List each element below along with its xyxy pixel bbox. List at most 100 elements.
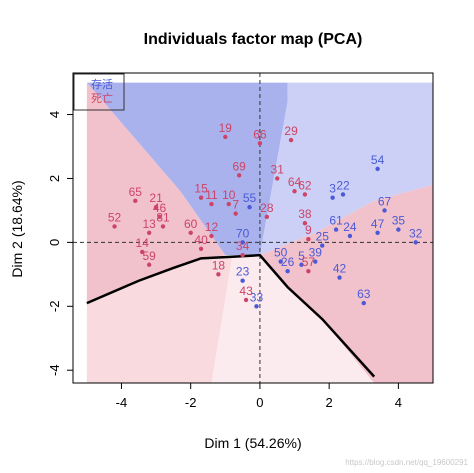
point-marker	[340, 192, 346, 197]
point-label: 24	[343, 220, 357, 234]
point-marker	[216, 272, 221, 277]
point-marker	[153, 205, 159, 210]
point-marker	[264, 214, 270, 220]
point-marker	[240, 240, 245, 245]
point-label: 61	[329, 214, 343, 228]
point-marker	[140, 249, 145, 255]
point-marker	[198, 246, 204, 251]
point-marker	[240, 278, 245, 283]
point-marker	[285, 268, 290, 274]
point-label: 32	[409, 226, 423, 240]
point-marker	[247, 205, 252, 210]
point-label: 55	[243, 191, 257, 205]
point-label: 40	[194, 233, 208, 247]
point-marker	[198, 195, 204, 200]
point-marker	[226, 201, 231, 207]
point-marker	[243, 297, 249, 303]
y-tick-label: -4	[47, 364, 62, 376]
point-label: 11	[205, 188, 218, 202]
point-marker	[209, 233, 214, 239]
point-marker	[146, 230, 152, 235]
point-label: 33	[250, 290, 264, 304]
x-tick-label: -4	[116, 395, 128, 410]
x-tick-label: 4	[395, 395, 402, 410]
watermark: https://blog.csdn.net/qq_19600291	[345, 458, 468, 467]
point-marker	[382, 208, 387, 213]
point-label: 43	[239, 284, 253, 298]
x-tick-label: -2	[185, 395, 197, 410]
point-label: 50	[274, 246, 288, 260]
reference-lines	[73, 73, 433, 383]
point-label: 3	[329, 182, 336, 196]
point-marker	[236, 173, 242, 178]
point-marker	[302, 221, 308, 226]
point-marker	[320, 243, 325, 248]
point-label: 57	[302, 255, 316, 269]
point-marker	[209, 201, 214, 207]
point-marker	[240, 252, 245, 258]
point-marker	[375, 230, 380, 235]
y-tick-label: 0	[47, 239, 62, 246]
point-label: 9	[305, 223, 312, 237]
point-label: 22	[336, 178, 350, 192]
point-marker	[257, 141, 263, 146]
point-label: 47	[371, 217, 385, 231]
point-label: 63	[357, 287, 371, 301]
point-marker	[302, 192, 308, 197]
point-label: 62	[298, 178, 312, 192]
decision-boundary	[86, 253, 376, 378]
point-label: 54	[371, 153, 385, 167]
chart-title: Individuals factor map (PCA)	[144, 31, 363, 48]
point-label: 46	[153, 201, 167, 215]
point-marker	[337, 275, 342, 280]
point-label: 28	[260, 201, 274, 215]
point-marker	[133, 198, 138, 204]
point-label: 18	[212, 258, 226, 272]
legend-box	[73, 73, 125, 111]
point-label: 29	[284, 124, 298, 138]
decision-boundary-line	[86, 253, 376, 378]
point-label: 14	[136, 236, 150, 250]
point-label: 38	[298, 207, 312, 221]
point-marker	[299, 262, 304, 267]
region-blue-top	[86, 82, 288, 256]
point-label: 39	[309, 246, 323, 260]
legend-entry: 存活	[91, 77, 113, 91]
point-marker	[306, 236, 311, 242]
x-tick-label: 2	[326, 395, 333, 410]
point-label: 5	[298, 249, 305, 263]
point-label: 26	[281, 255, 295, 269]
point-label: 10	[222, 188, 236, 202]
point-marker	[292, 189, 297, 194]
point-marker	[347, 233, 353, 239]
point-label: 15	[194, 182, 208, 196]
point-label: 66	[253, 127, 267, 141]
point-label: 12	[205, 220, 219, 234]
point-label: 81	[156, 210, 170, 224]
point-label: 21	[149, 191, 163, 205]
point-marker	[306, 268, 311, 274]
point-label: 7	[232, 198, 239, 212]
y-tick-label: -2	[47, 301, 62, 313]
point-marker	[313, 259, 318, 264]
point-label: 25	[316, 230, 330, 244]
point-marker	[112, 224, 117, 229]
region-red-left	[86, 82, 226, 304]
point-marker	[375, 166, 380, 172]
region-blue-right	[259, 82, 433, 256]
point-label: 64	[288, 175, 302, 189]
point-marker	[330, 195, 335, 200]
point-marker	[333, 227, 339, 232]
plot-frame	[72, 72, 434, 384]
point-label: 42	[333, 262, 347, 276]
point-label: 59	[142, 249, 156, 263]
point-label: 35	[392, 214, 406, 228]
point-marker	[413, 240, 418, 245]
point-marker	[233, 211, 238, 216]
point-marker	[288, 137, 294, 143]
point-marker	[254, 304, 259, 309]
legend-entry: 死亡	[91, 91, 113, 105]
